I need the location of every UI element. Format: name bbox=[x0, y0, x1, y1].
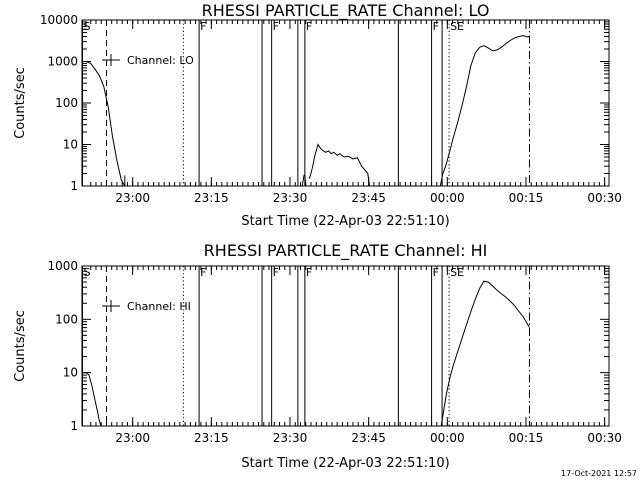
series-line bbox=[82, 61, 126, 187]
event-marker-label: F bbox=[200, 20, 206, 33]
event-marker-label: F bbox=[433, 20, 439, 33]
chart-title: RHESSI PARTICLE_RATE Channel: LO bbox=[202, 1, 490, 21]
y-tick-label: 100 bbox=[55, 96, 78, 110]
event-marker-label: SE bbox=[450, 20, 464, 33]
y-tick-label: 1000 bbox=[47, 259, 78, 273]
x-tick-label: 00:00 bbox=[430, 191, 465, 205]
chart-title: RHESSI PARTICLE_RATE Channel: HI bbox=[204, 241, 488, 261]
event-marker-label: SE bbox=[450, 266, 464, 279]
x-tick-label: 23:15 bbox=[194, 191, 229, 205]
x-tick-label: 23:00 bbox=[115, 191, 150, 205]
event-marker-label: F bbox=[433, 266, 439, 279]
event-marker-label: F bbox=[200, 266, 206, 279]
series-line bbox=[439, 35, 530, 187]
legend-label: Channel: HI bbox=[127, 300, 191, 313]
x-tick-label: 00:15 bbox=[509, 431, 544, 445]
series-line bbox=[308, 143, 370, 187]
event-marker-label: F bbox=[306, 20, 312, 33]
x-tick-label: 00:00 bbox=[430, 431, 465, 445]
x-tick-label: 23:15 bbox=[194, 431, 229, 445]
x-tick-label: 00:15 bbox=[509, 191, 544, 205]
event-marker-label: S bbox=[84, 20, 91, 33]
x-tick-label: 00:30 bbox=[587, 431, 622, 445]
y-axis-label: Counts/sec bbox=[13, 310, 28, 382]
x-tick-label: 23:30 bbox=[273, 431, 308, 445]
x-tick-label: 23:00 bbox=[115, 431, 150, 445]
legend-label: Channel: LO bbox=[127, 54, 194, 67]
y-tick-label: 100 bbox=[55, 312, 78, 326]
x-axis-label: Start Time (22-Apr-03 22:51:10) bbox=[241, 214, 449, 229]
x-axis-label: Start Time (22-Apr-03 22:51:10) bbox=[241, 456, 449, 471]
x-tick-label: 23:45 bbox=[351, 191, 386, 205]
chart-panel-lo: RHESSI PARTICLE_RATE Channel: LO Start Ti… bbox=[13, 1, 622, 229]
series-line bbox=[82, 372, 102, 427]
event-marker-label: F bbox=[273, 20, 279, 33]
y-tick-label: 10000 bbox=[40, 13, 78, 27]
x-tick-label: 23:30 bbox=[273, 191, 308, 205]
x-tick-label: 23:45 bbox=[351, 431, 386, 445]
y-tick-label: 1 bbox=[70, 419, 78, 433]
event-marker-label: F bbox=[273, 266, 279, 279]
y-tick-label: 10 bbox=[63, 366, 78, 380]
series-line bbox=[301, 174, 308, 187]
x-tick-label: 00:30 bbox=[587, 191, 622, 205]
y-tick-label: 10 bbox=[63, 138, 78, 152]
footer-timestamp: 17-Oct-2021 12:57 bbox=[561, 469, 637, 478]
y-tick-label: 1000 bbox=[47, 55, 78, 69]
y-tick-label: 1 bbox=[70, 179, 78, 193]
series-line bbox=[440, 280, 530, 427]
event-marker-label: F bbox=[306, 266, 312, 279]
event-marker-label: S bbox=[84, 266, 91, 279]
chart-panel-hi: RHESSI PARTICLE_RATE Channel: HI Start Ti… bbox=[13, 241, 622, 471]
y-axis-label: Counts/sec bbox=[13, 67, 28, 139]
